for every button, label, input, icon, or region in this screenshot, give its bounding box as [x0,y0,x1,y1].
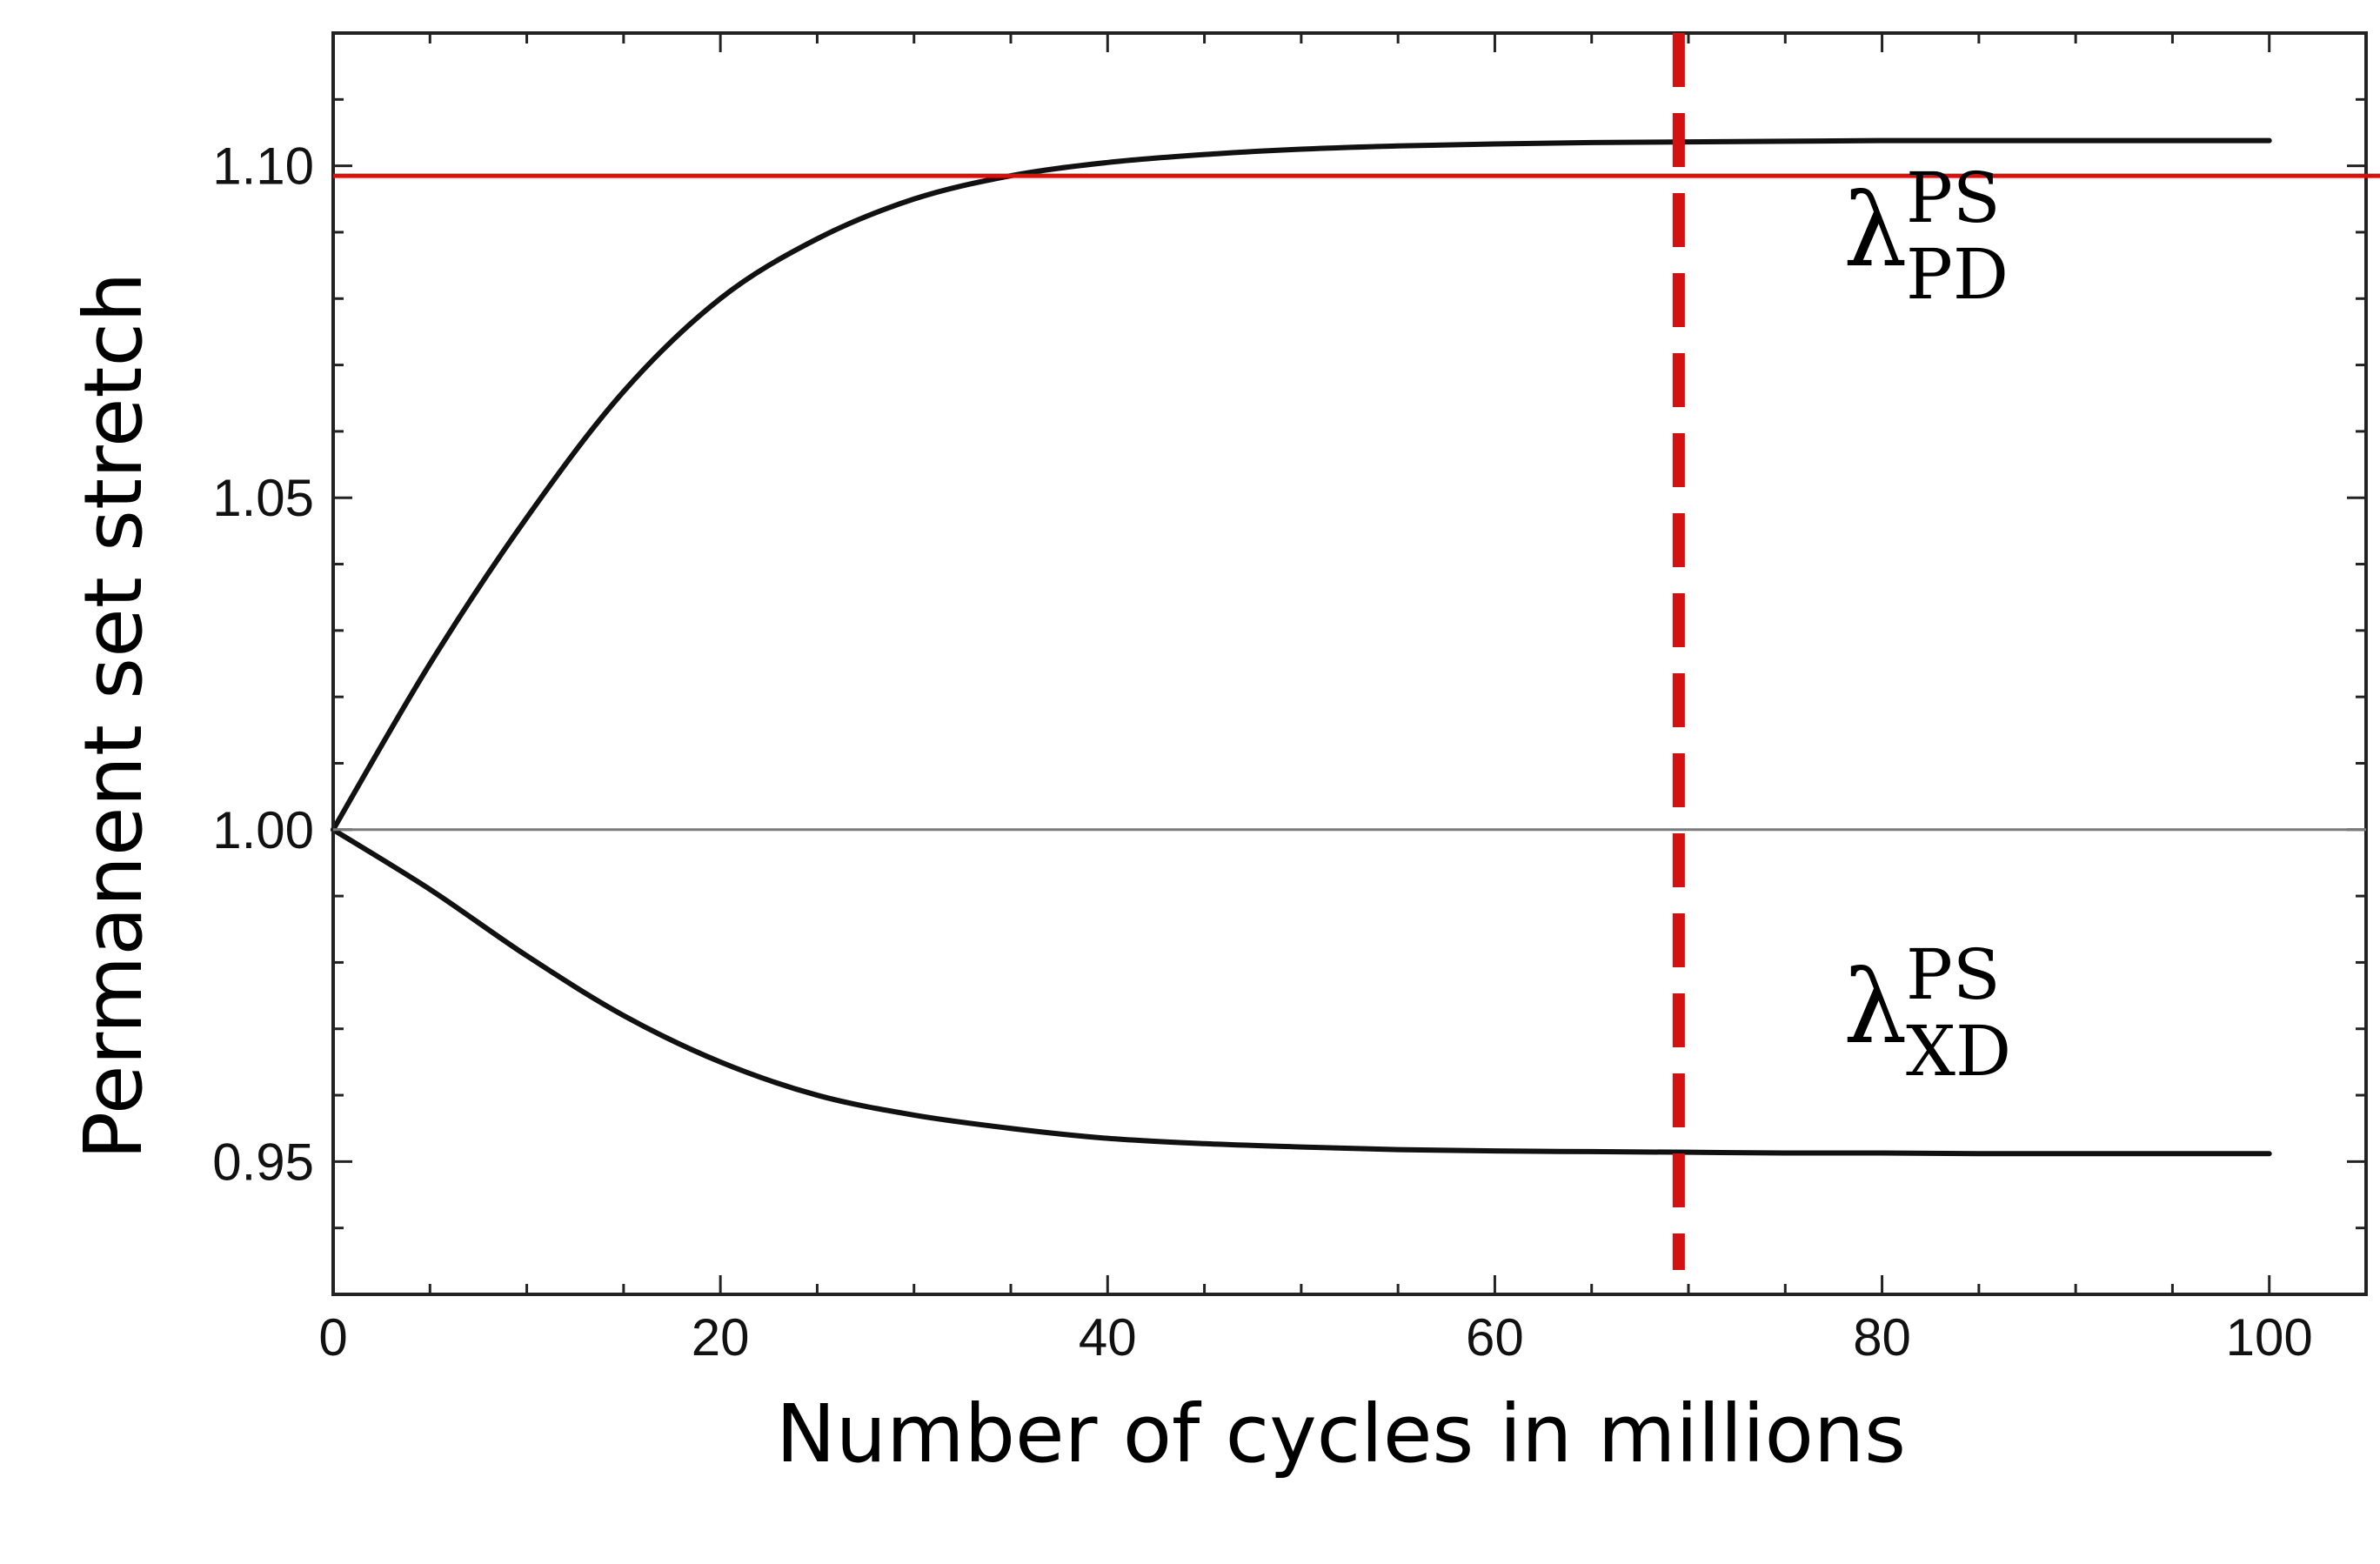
series-label-pd: λ [1843,172,1908,290]
series-label-sup: PS [1906,157,2001,238]
axis-ticks [331,31,2368,1296]
plot-frame [331,31,2368,1296]
series-label-sub: XD [1906,1011,2011,1092]
series-line-xd [331,826,2272,1157]
y-tick-label: 1.05 [212,469,314,527]
series-label-sub: PD [1906,234,2009,315]
series-label-xd: λ [1843,949,1908,1066]
tick-labels: 0 20 40 60 80 100 0.95 1.00 1.05 1.10 [212,137,2313,1367]
x-tick-label: 60 [1466,1308,1524,1367]
y-tick-label: 1.00 [212,801,314,859]
x-tick-label: 0 [318,1308,347,1367]
plot-marks [331,137,2272,1157]
y-axis-title: Permanent set stretch [67,272,160,1160]
reference-lines [333,33,2380,1270]
x-tick-label: 100 [2226,1308,2313,1367]
x-tick-label: 80 [1853,1308,1911,1367]
x-tick-label: 20 [692,1308,750,1367]
series-label-sup: PS [1906,934,2001,1015]
y-tick-label: 0.95 [212,1133,314,1191]
series-line-pd [331,137,2272,832]
x-axis-title: Number of cycles in millions [776,1387,1906,1480]
y-tick-label: 1.10 [212,137,314,196]
x-tick-label: 40 [1079,1308,1137,1367]
